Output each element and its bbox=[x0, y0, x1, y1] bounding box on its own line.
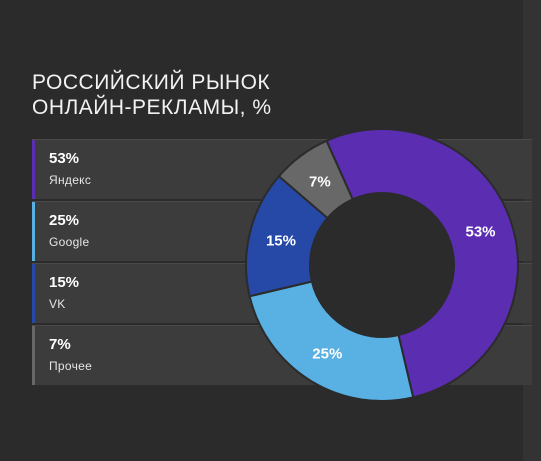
legend-value-google: 25% bbox=[49, 212, 80, 229]
chart-title: РОССИЙСКИЙ РЫНОК ОНЛАЙН-РЕКЛАМЫ, % bbox=[32, 70, 272, 120]
donut-label-google: 25% bbox=[312, 345, 342, 362]
donut-label-other: 7% bbox=[309, 174, 331, 191]
legend-value-vk: 15% bbox=[49, 274, 80, 291]
legend-color-bar-other bbox=[32, 326, 35, 385]
legend-color-bar-google bbox=[32, 202, 35, 261]
donut-labels: 53% 25% 15% 7% bbox=[266, 174, 496, 363]
donut-slices bbox=[245, 128, 519, 402]
legend-color-bar-yandex bbox=[32, 140, 35, 199]
chart-title-line-2: ОНЛАЙН-РЕКЛАМЫ, % bbox=[32, 96, 272, 119]
legend-label-google: Google bbox=[49, 235, 90, 249]
donut-label-yandex: 53% bbox=[466, 224, 496, 241]
donut-label-vk: 15% bbox=[266, 232, 296, 249]
legend-label-other: Прочее bbox=[49, 359, 93, 373]
legend-label-yandex: Яндекс bbox=[49, 173, 92, 187]
legend-value-yandex: 53% bbox=[49, 150, 80, 167]
legend-value-other: 7% bbox=[49, 336, 71, 353]
donut-hole bbox=[310, 193, 454, 337]
legend-color-bar-vk bbox=[32, 264, 35, 323]
chart-title-line-1: РОССИЙСКИЙ РЫНОК bbox=[32, 71, 271, 94]
legend-label-vk: VK bbox=[49, 297, 66, 311]
